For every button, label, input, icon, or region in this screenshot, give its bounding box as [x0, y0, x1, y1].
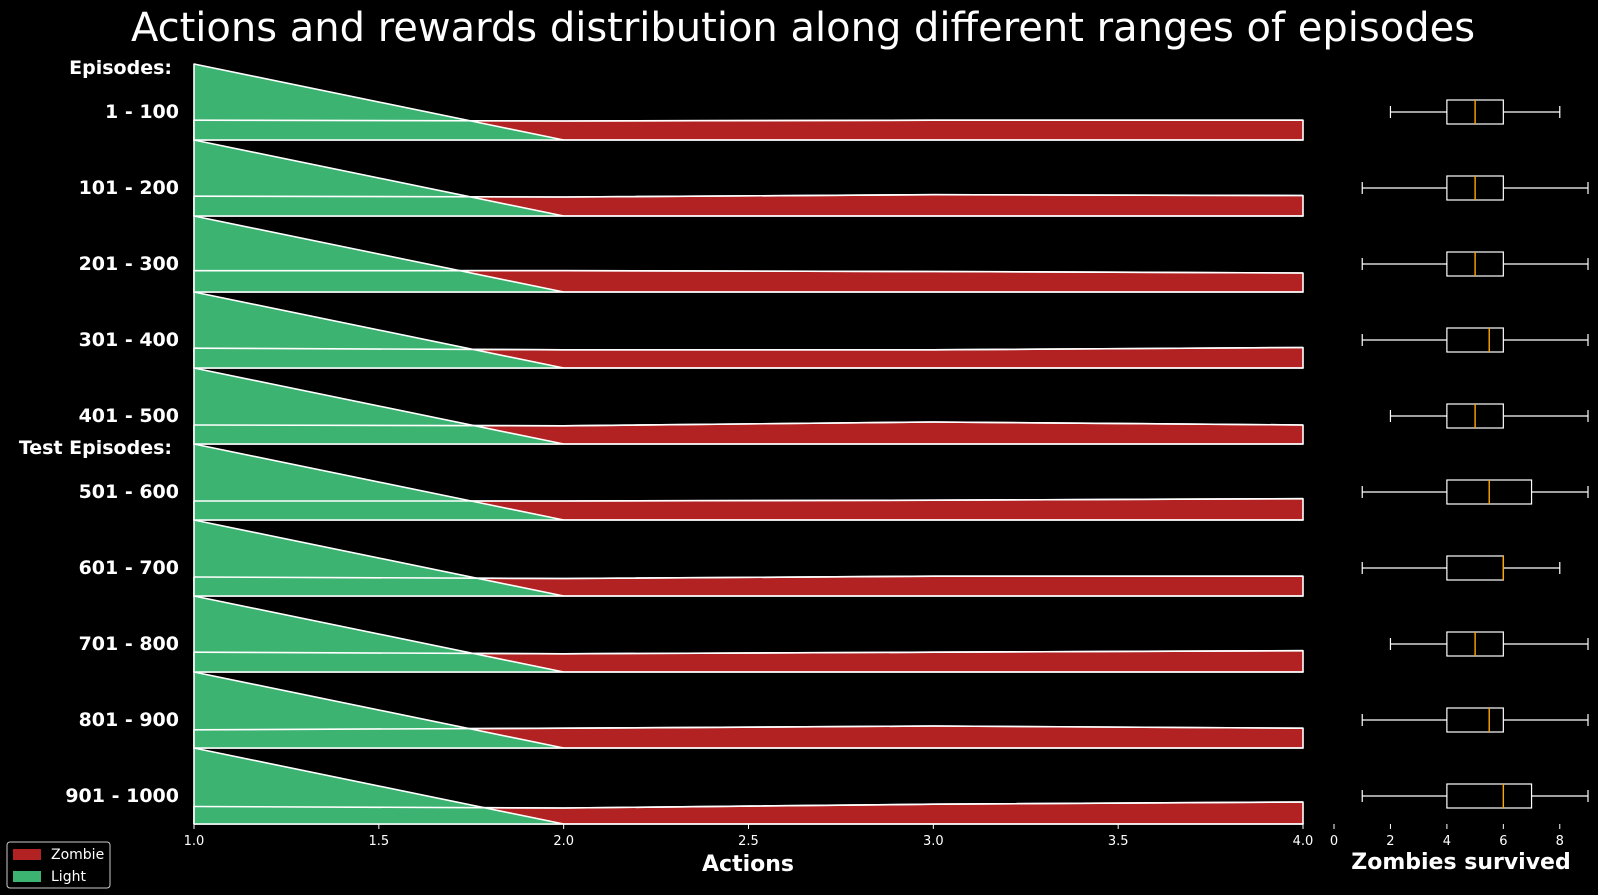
zombie-curve — [193, 193, 1304, 198]
row-label: 201 - 300 — [79, 253, 179, 275]
row-label: 601 - 700 — [79, 557, 179, 579]
actions-tick-label: 3.0 — [923, 834, 944, 849]
chart-title: Actions and rewards distribution along d… — [131, 5, 1475, 51]
zombie-curve — [193, 346, 1304, 351]
actions-tick-label: 1.0 — [184, 834, 205, 849]
legend-label-light: Light — [51, 869, 86, 885]
actions-tick-label: 2.5 — [738, 834, 759, 849]
actions-tick-label: 3.5 — [1108, 834, 1129, 849]
group-label-test-episodes: Test Episodes: — [19, 437, 172, 459]
zombie-curve — [193, 119, 1303, 122]
row-label: 901 - 1000 — [65, 785, 179, 807]
row-label: 1 - 100 — [105, 101, 179, 123]
zombies-tick-label: 4 — [1443, 834, 1451, 849]
zombie-curve — [193, 649, 1304, 655]
ridge-row: 101 - 200 — [79, 139, 1589, 217]
group-label-episodes: Episodes: — [69, 57, 172, 79]
legend-swatch-light — [13, 871, 41, 882]
box-iqr — [1446, 783, 1533, 809]
light-area — [193, 215, 1304, 293]
zombies-survived-axis: 0 2 4 6 8 — [1330, 824, 1564, 849]
light-area — [193, 519, 1304, 597]
actions-tick-label: 2.0 — [553, 834, 574, 849]
zombie-curve — [193, 421, 1304, 427]
ridge-row: 201 - 300 — [79, 215, 1589, 293]
zombie-curve — [193, 725, 1304, 731]
legend: Zombie Light — [6, 841, 111, 889]
actions-tick-label: 4.0 — [1293, 834, 1314, 849]
legend-swatch-zombie — [13, 849, 41, 860]
actions-tick-label: 1.5 — [368, 834, 389, 849]
ridge-row: 401 - 500 — [79, 367, 1589, 445]
zombies-survived-axis-title: Zombies survived — [1351, 850, 1570, 875]
ridge-row: 501 - 600 — [79, 443, 1589, 521]
row-label: 501 - 600 — [79, 481, 179, 503]
zombie-curve — [193, 575, 1303, 580]
zombies-tick-label: 0 — [1330, 834, 1338, 849]
row-label: 801 - 900 — [79, 709, 179, 731]
actions-axis: 1.0 1.5 2.0 2.5 3.0 3.5 4.0 — [184, 823, 1314, 849]
zombie-curve — [193, 801, 1304, 809]
ridge-row: 801 - 900 — [79, 671, 1589, 749]
ridge-row: 601 - 700 — [79, 519, 1561, 597]
row-label: 101 - 200 — [79, 177, 179, 199]
zombies-tick-label: 2 — [1386, 834, 1394, 849]
ridge-row: 701 - 800 — [79, 595, 1589, 673]
row-label: 401 - 500 — [79, 405, 179, 427]
row-label: 301 - 400 — [79, 329, 179, 351]
zombie-curve — [194, 497, 1304, 502]
legend-label-zombie: Zombie — [51, 847, 104, 863]
zombies-tick-label: 6 — [1499, 834, 1507, 849]
box-iqr — [1446, 327, 1504, 353]
ridge-row: 1 - 100 — [105, 63, 1561, 141]
actions-axis-title: Actions — [702, 852, 794, 877]
row-label: 701 - 800 — [79, 633, 179, 655]
zombies-tick-label: 8 — [1556, 834, 1564, 849]
zombie-curve — [194, 269, 1304, 274]
box-iqr — [1446, 707, 1504, 733]
ridge-row: 301 - 400 — [79, 291, 1589, 369]
